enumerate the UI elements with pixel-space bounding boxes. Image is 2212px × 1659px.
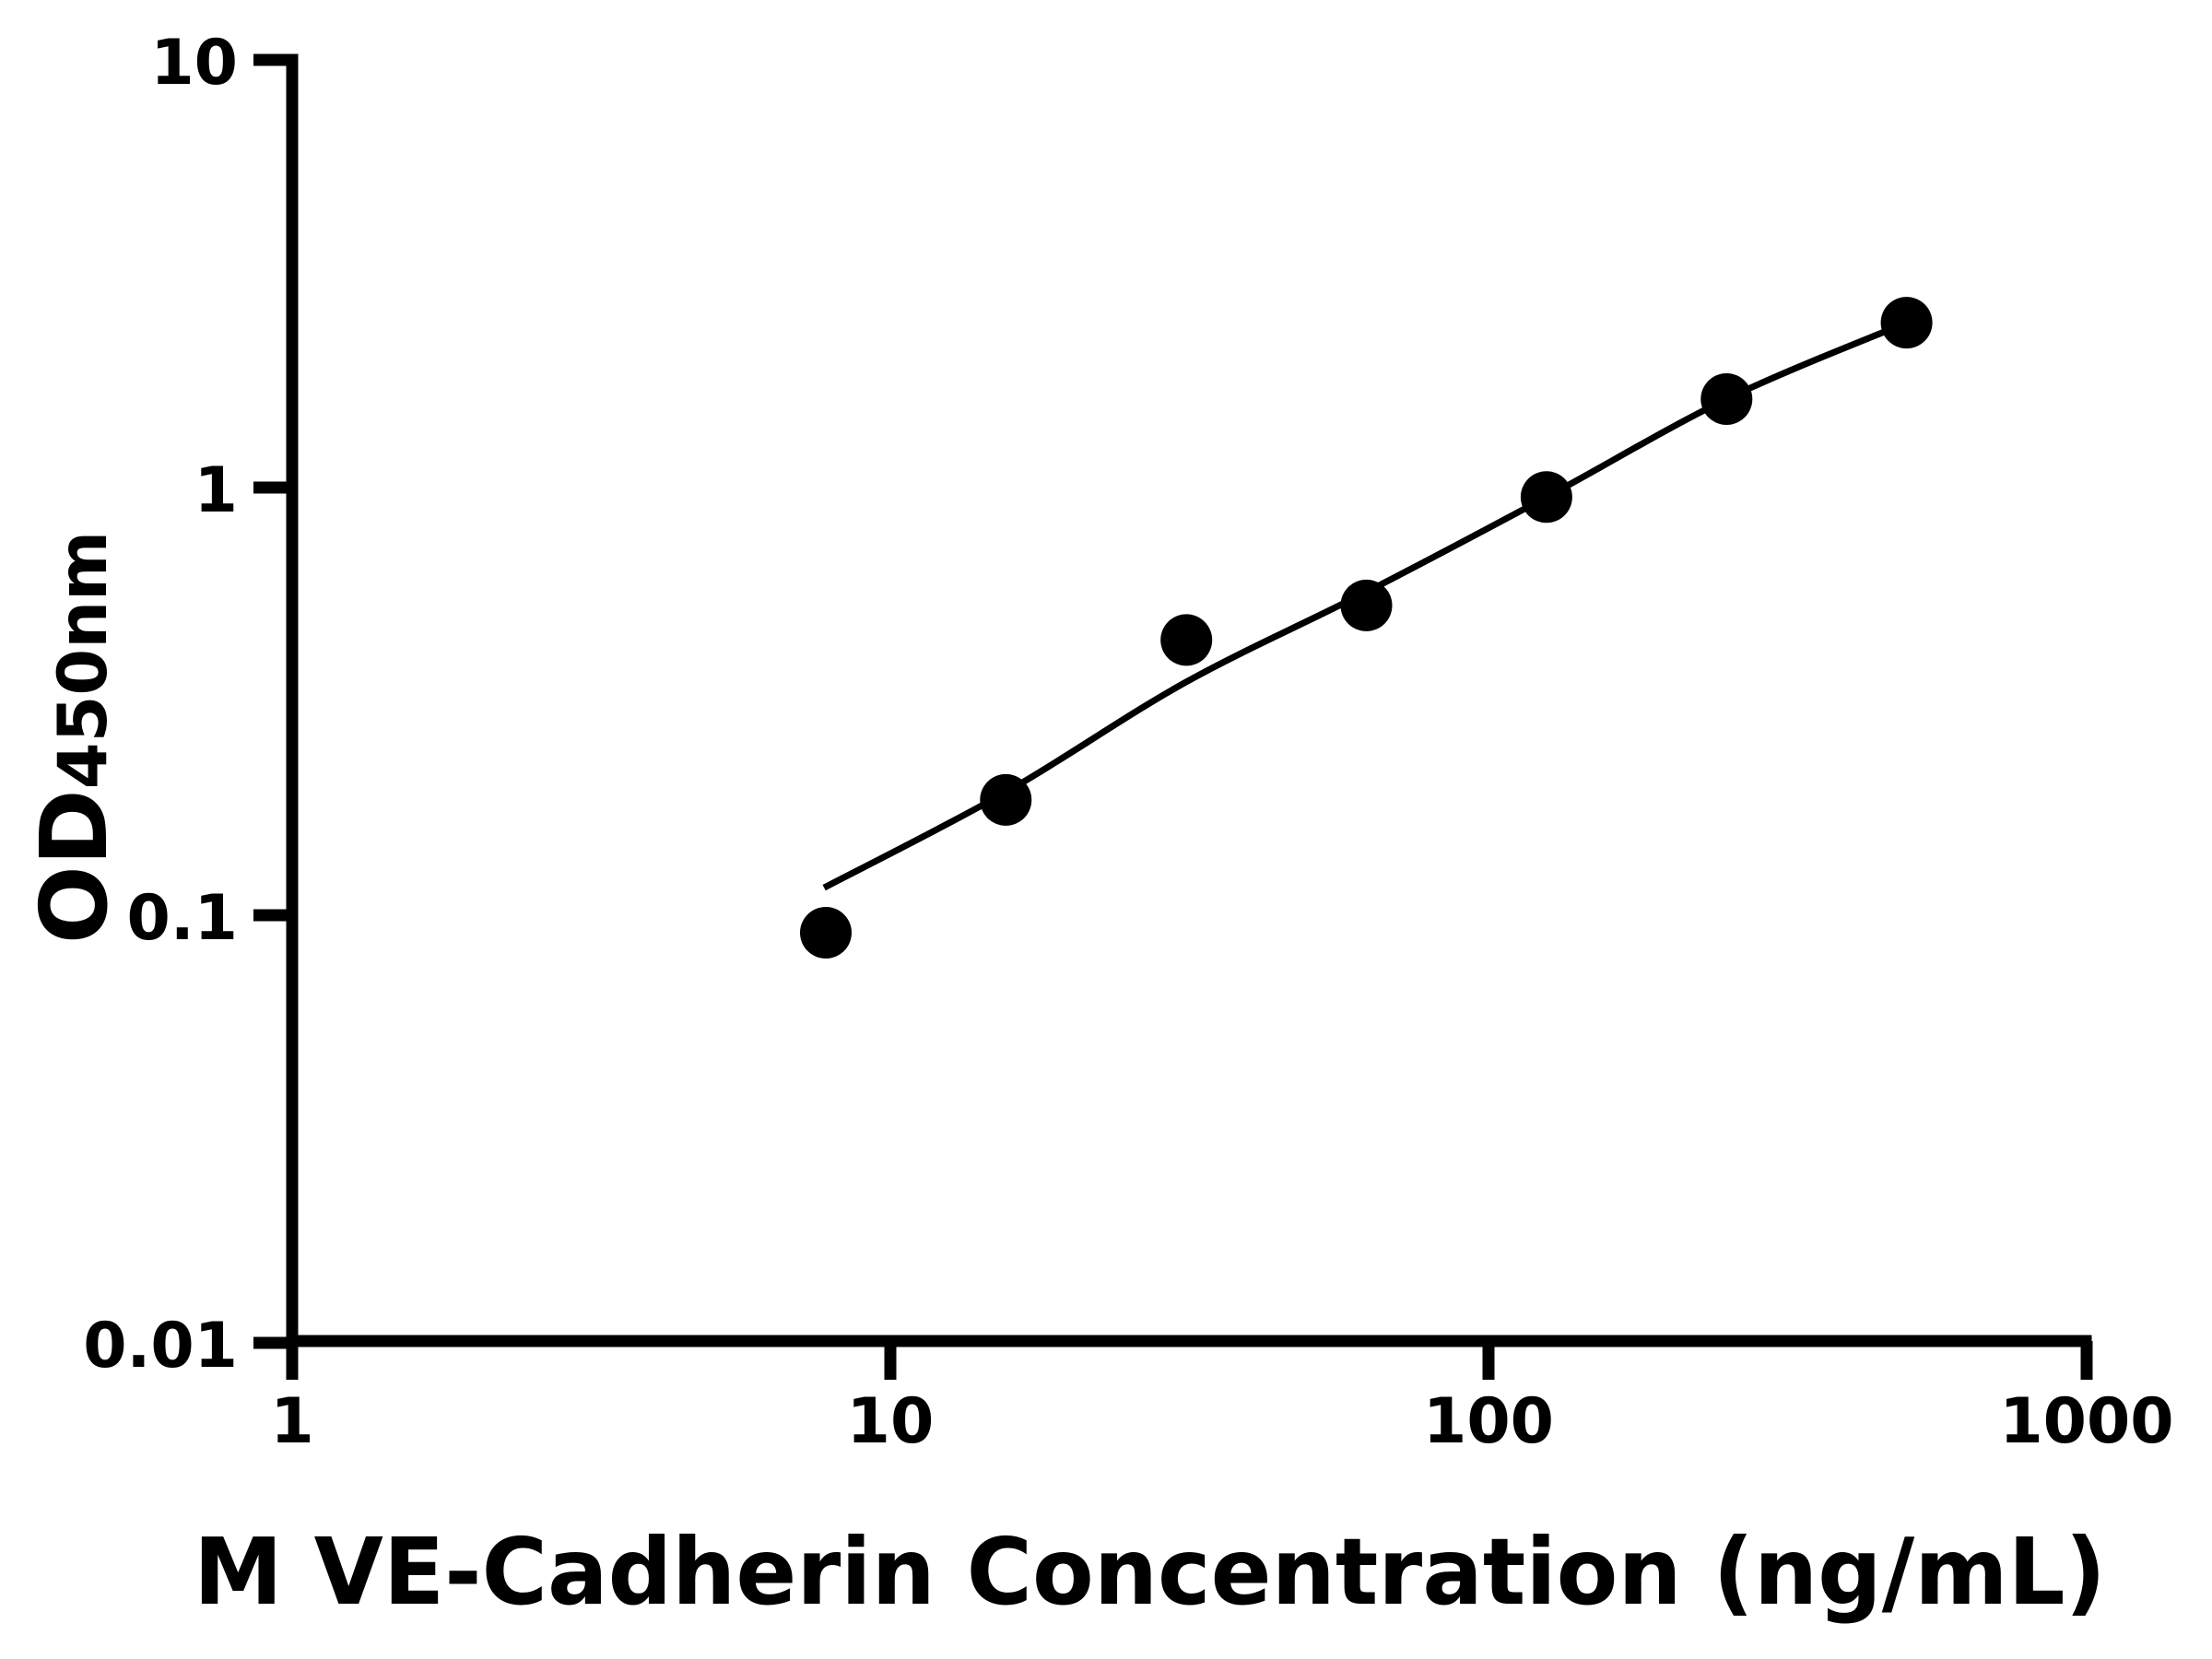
data-point	[800, 907, 852, 959]
y-tick-label: 0.1	[127, 882, 238, 955]
y-axis-title-subscript: 450nm	[44, 531, 123, 789]
y-tick-label: 0.01	[83, 1310, 238, 1382]
y-axis-title: OD450nm	[20, 531, 128, 944]
data-point	[1160, 614, 1213, 666]
plot-layer: 10 1 0.1 0.01 1 10 100 1000	[83, 27, 2173, 1458]
x-axis-title: M VE-Cadherin Concentration (ng/mL)	[194, 1518, 2106, 1626]
y-tick-label: 1	[194, 454, 238, 527]
data-point	[1520, 471, 1572, 524]
data-point	[980, 773, 1032, 826]
data-point	[1340, 579, 1393, 631]
data-point	[1700, 373, 1753, 425]
x-tick-label: 1000	[1999, 1385, 2173, 1458]
x-tick-label: 10	[847, 1385, 935, 1458]
y-axis-title-main: OD	[20, 789, 128, 944]
y-tick-label: 10	[150, 27, 238, 100]
x-tick-label: 100	[1423, 1385, 1554, 1458]
data-point	[1880, 297, 1933, 349]
x-tick-label: 1	[270, 1385, 313, 1458]
